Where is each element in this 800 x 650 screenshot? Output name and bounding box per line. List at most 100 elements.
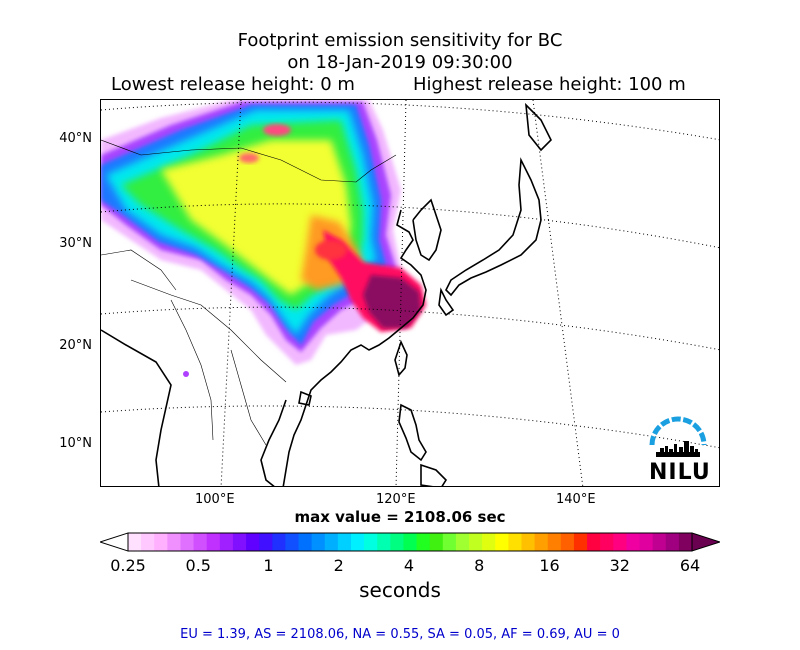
colorbar-cell: [639, 533, 654, 551]
colorbar-cell: [560, 533, 575, 551]
coast-hokkaido: [524, 102, 552, 152]
colorbar-cell: [665, 533, 680, 551]
chart-title-date: on 18-Jan-2019 09:30:00: [287, 52, 513, 73]
highest-release-height: Highest release height: 100 m: [413, 74, 686, 95]
colorbar-cell: [180, 533, 194, 551]
meridian-120e: [395, 100, 407, 486]
colorbar-tick-label: 16: [539, 556, 560, 575]
colorbar-frame: [127, 532, 693, 552]
coast-bay-of-bengal: [101, 329, 172, 486]
nilu-logo-icon: [649, 416, 707, 457]
colorbar-cell: [350, 533, 365, 551]
coast-philippines-luzon: [398, 403, 427, 462]
colorbar-cell: [285, 533, 299, 551]
coastlines: [101, 102, 552, 486]
colorbar-tick-label: 4: [403, 556, 415, 575]
footprint-map: [100, 99, 720, 487]
colorbar-tick-label: 64: [679, 556, 701, 575]
coast-china-korea: [282, 209, 427, 486]
colorbar-cell: [652, 533, 667, 551]
colorbar-cell: [469, 533, 483, 551]
colorbar-cell: [495, 533, 509, 551]
colorbar-cell: [416, 533, 431, 551]
colorbar-cell: [429, 533, 444, 551]
plume-hotspot-north: [263, 124, 291, 136]
colorbar-tick-label: 0.5: [185, 556, 211, 575]
colorbar-tick-label: 0.25: [110, 556, 146, 575]
border-laos: [230, 349, 267, 446]
sensitivity-plume: [101, 100, 426, 377]
colorbar-high-arrow: [691, 532, 720, 552]
colorbar-cell: [246, 533, 260, 551]
map-svg: [101, 100, 719, 486]
colorbar-cell: [324, 533, 339, 551]
lon-label-120e: 120°E: [376, 492, 416, 507]
colorbar-cell: [573, 533, 588, 551]
parallel-40n: [101, 101, 719, 141]
lat-label-40n: 40°N: [59, 131, 92, 146]
colorbar-tick-label: 2: [333, 556, 344, 575]
region-summary: EU = 1.39, AS = 2108.06, NA = 0.55, SA =…: [180, 627, 620, 642]
lat-label-30n: 30°N: [59, 236, 92, 251]
graticule: [101, 100, 719, 486]
lat-label-10n: 10°N: [59, 436, 92, 451]
colorbar-cell: [298, 533, 313, 551]
colorbar-cell: [232, 533, 247, 551]
colorbar-cell: [272, 533, 286, 551]
colorbar-cell: [508, 533, 522, 551]
border-mongolia: [101, 139, 397, 183]
colorbar: [100, 532, 720, 552]
nilu-logo-text: NILU: [649, 460, 711, 485]
parallel-20n: [101, 306, 719, 351]
colorbar-cell: [193, 533, 208, 551]
meridian-140e: [532, 100, 584, 486]
lon-label-100e: 100°E: [195, 492, 235, 507]
colorbar-cell: [364, 533, 378, 551]
plume-hotspot-east: [239, 153, 259, 163]
colorbar-cell: [337, 533, 352, 551]
colorbar-cell: [587, 533, 601, 551]
colorbar-cell: [311, 533, 326, 551]
colorbar-cell: [442, 533, 457, 551]
chart-title-line-1: Footprint emission sensitivity for BC: [237, 30, 563, 51]
border-himalaya: [101, 249, 177, 291]
plume-isolated-point: [183, 371, 189, 377]
lowest-release-height: Lowest release height: 0 m: [111, 74, 355, 95]
coast-japan-kyushu: [438, 287, 455, 317]
colorbar-cell: [167, 533, 181, 551]
colorbar-cell: [534, 533, 549, 551]
colorbar-cells: [128, 533, 693, 551]
colorbar-low-arrow: [100, 532, 129, 552]
colorbar-cell: [403, 533, 417, 551]
meridian-100e: [220, 100, 242, 486]
coast-indochina: [260, 399, 287, 486]
colorbar-tick-label: 8: [474, 556, 485, 575]
coast-taiwan: [394, 339, 408, 377]
colorbar-cell: [600, 533, 614, 551]
plume-layer-yellow: [161, 140, 351, 295]
colorbar-cell: [154, 533, 168, 551]
border-myanmar: [170, 299, 214, 441]
colorbar-cell: [482, 533, 496, 551]
plume-layer-maroon: [363, 275, 421, 328]
colorbar-cell: [613, 533, 627, 551]
colorbar-cell: [259, 533, 273, 551]
colorbar-cell: [390, 533, 404, 551]
colorbar-cell: [141, 533, 155, 551]
colorbar-cell: [678, 533, 693, 551]
colorbar-tick-label: 1: [263, 556, 274, 575]
colorbar-cell: [521, 533, 536, 551]
colorbar-cell: [128, 533, 142, 551]
country-borders: [101, 139, 397, 446]
colorbar-cell: [219, 533, 234, 551]
max-value-label: max value = 2108.06 sec: [294, 508, 506, 526]
colorbar-cell: [626, 533, 640, 551]
plume-hotspot-center: [315, 240, 347, 260]
colorbar-cell: [455, 533, 470, 551]
colorbar-cell: [547, 533, 562, 551]
colorbar-units: seconds: [359, 578, 441, 602]
colorbar-tick-label: 32: [609, 556, 630, 575]
parallel-10n: [101, 405, 719, 449]
lon-label-140e: 140°E: [556, 492, 596, 507]
coast-hainan: [298, 390, 312, 406]
